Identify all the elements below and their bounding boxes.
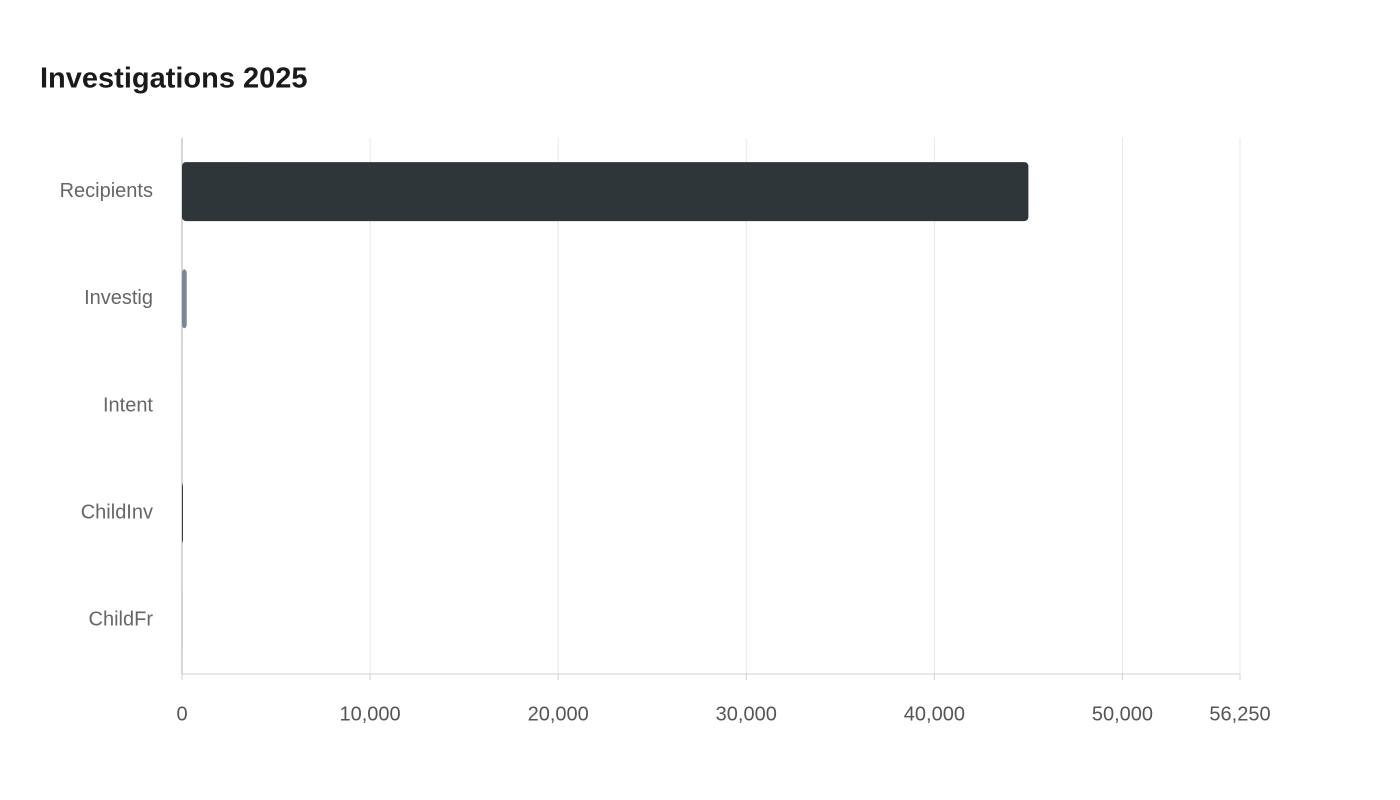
x-tick-label: 56,250 [1209,703,1270,725]
bar [182,376,183,436]
y-tick-label: Intent [103,394,153,416]
y-tick-label: ChildInv [81,501,153,523]
x-tick-label: 0 [176,703,187,725]
y-tick-label: Recipients [60,180,153,202]
x-tick-label: 50,000 [1092,703,1153,725]
x-tick-label: 10,000 [340,703,401,725]
y-tick-label: Investig [84,287,153,309]
x-tick-label: 40,000 [904,703,965,725]
bar [182,483,183,543]
bar [182,590,183,650]
bar [182,269,187,329]
chart-title: Investigations 2025 [40,63,308,95]
x-tick-label: 20,000 [528,703,589,725]
bar [182,162,1029,222]
y-tick-label: ChildFr [89,609,154,631]
x-tick-label: 30,000 [716,703,777,725]
